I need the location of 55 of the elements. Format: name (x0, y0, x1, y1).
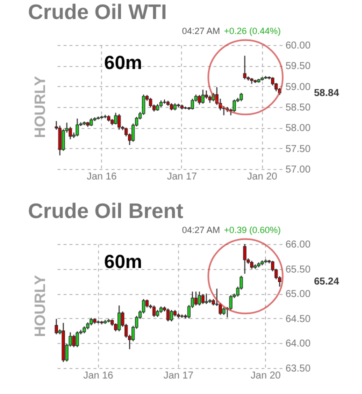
annotation: 60m (104, 252, 142, 273)
candlestick (198, 291, 202, 306)
chart-title: Crude Oil Brent (28, 200, 184, 223)
candlestick (243, 244, 246, 274)
annotation: 60m (104, 53, 142, 74)
y-tick-label: 57.50 (286, 144, 311, 155)
candlestick (118, 114, 121, 130)
text: +0.26 (0.44%) (224, 26, 281, 36)
candlestick (166, 308, 170, 322)
x-tick-label: Jan 16 (83, 370, 114, 382)
candlestick (114, 112, 118, 125)
candlestick (148, 97, 152, 108)
candlestick (232, 99, 236, 112)
candlestick (58, 125, 62, 156)
y-tick-label: 66.00 (286, 240, 311, 250)
candlestick (201, 294, 204, 305)
y-tick-label: 63.50 (286, 364, 311, 374)
y-tick-label: 58.50 (286, 102, 311, 114)
candlestick (152, 305, 156, 318)
x-tick-label: Jan 16 (86, 172, 118, 182)
candlestick (194, 291, 198, 306)
candlestick (190, 98, 194, 110)
candlestick (68, 126, 72, 140)
candlestick (170, 309, 174, 322)
y-axis-title: HOURLY (32, 275, 49, 337)
y-tick-label: 60.00 (286, 40, 311, 52)
y-tick-label: 58.00 (286, 123, 311, 134)
text: 65.24 (314, 276, 340, 288)
y-axis-title: HOURLY (32, 76, 49, 138)
x-tick-label: Jan 20 (247, 172, 278, 182)
text: 04:27 AM (182, 26, 220, 36)
candlestick (76, 330, 79, 348)
candlestick (118, 305, 121, 332)
candlestick (142, 94, 146, 116)
candlestick (72, 334, 76, 348)
x-tick-label: Jan 17 (166, 172, 198, 182)
candlestick (198, 94, 202, 106)
y-tick-label: 57.00 (286, 164, 311, 176)
text: 04:27 AM (182, 225, 220, 235)
y-tick-label: 65.00 (286, 289, 311, 300)
candlestick (76, 118, 79, 137)
candlestick (54, 318, 58, 335)
y-tick-label: 59.50 (286, 61, 311, 72)
candlestick (201, 89, 204, 104)
candlestick (243, 55, 246, 80)
text: 58.84 (314, 88, 340, 99)
y-tick-label: 59.00 (286, 82, 311, 93)
chart-title: Crude Oil WTI (28, 1, 167, 24)
candlestick (204, 293, 208, 305)
y-tick-label: 65.50 (286, 264, 311, 276)
x-tick-label: Jan 20 (250, 370, 282, 382)
y-tick-label: 64.50 (286, 314, 311, 325)
x-tick-label: Jan 17 (163, 370, 194, 382)
text: +0.39 (0.60%) (224, 225, 281, 235)
y-tick-label: 64.00 (286, 338, 311, 350)
